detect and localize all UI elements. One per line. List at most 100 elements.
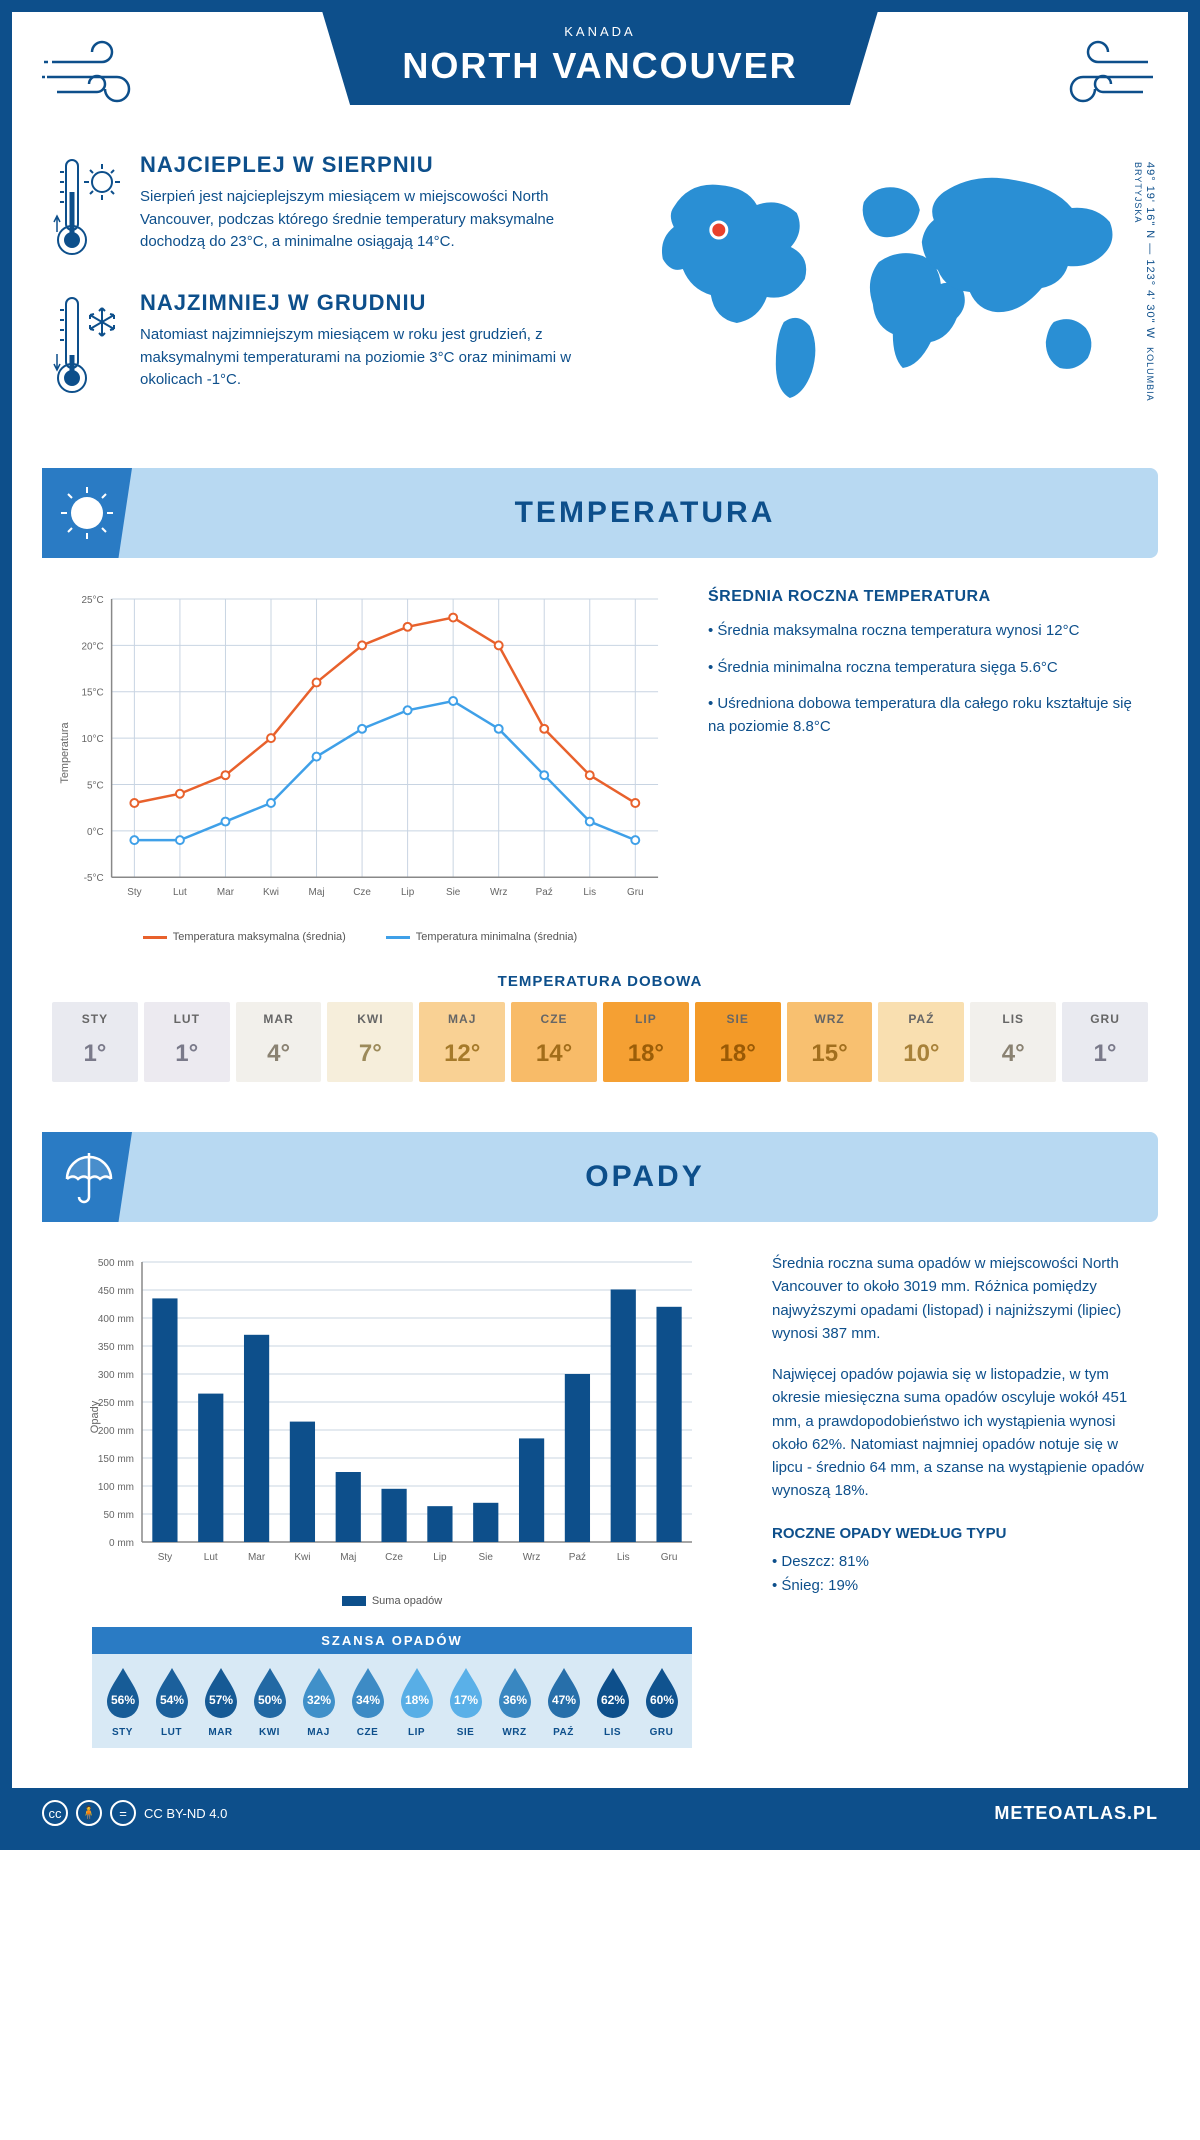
temp-bullet-0: • Średnia maksymalna roczna temperatura … — [708, 620, 1148, 643]
svg-text:60%: 60% — [649, 1693, 673, 1707]
footer-brand: METEOATLAS.PL — [994, 1803, 1158, 1824]
dobowa-title: TEMPERATURA DOBOWA — [12, 973, 1188, 990]
rain-drop-cell: 62% LIS — [590, 1666, 635, 1738]
nd-icon: = — [110, 1800, 136, 1826]
coldest-text: Natomiast najzimniejszym miesiącem w rok… — [140, 324, 610, 392]
svg-text:36%: 36% — [502, 1693, 526, 1707]
svg-text:Lut: Lut — [173, 887, 187, 898]
section-header-opady: OPADY — [42, 1132, 1158, 1222]
license-text: CC BY-ND 4.0 — [144, 1806, 227, 1821]
infographic-page: NORTH VANCOUVER KANADA — [0, 0, 1200, 1850]
intro-left: NAJCIEPLEJ W SIERPNIU Sierpień jest najc… — [52, 152, 610, 428]
svg-text:25°C: 25°C — [81, 595, 103, 606]
svg-text:Lis: Lis — [583, 887, 596, 898]
coldest-title: NAJZIMNIEJ W GRUDNIU — [140, 290, 610, 316]
thermometer-sun-icon — [52, 152, 122, 262]
rain-drop-cell: 57% MAR — [198, 1666, 243, 1738]
dobowa-cell: MAR4° — [236, 1002, 322, 1082]
header: NORTH VANCOUVER KANADA — [12, 12, 1188, 122]
temperature-chart: -5°C0°C5°C10°C15°C20°C25°CStyLutMarKwiMa… — [52, 588, 668, 943]
dobowa-cell: WRZ15° — [787, 1002, 873, 1082]
svg-text:Sie: Sie — [446, 887, 461, 898]
opady-bullet-0: • Deszcz: 81% — [772, 1550, 1148, 1574]
section-title-temperatura: TEMPERATURA — [132, 496, 1158, 530]
sun-icon — [42, 468, 132, 558]
svg-text:Opady: Opady — [89, 1400, 101, 1433]
chance-of-rain-box: SZANSA OPADÓW 56% STY 54% LUT 57% MAR 50… — [92, 1627, 692, 1748]
svg-text:57%: 57% — [208, 1693, 232, 1707]
svg-text:300 mm: 300 mm — [98, 1370, 134, 1381]
dobowa-cell: MAJ12° — [419, 1002, 505, 1082]
dobowa-cell: PAŹ10° — [878, 1002, 964, 1082]
footer: cc 🧍 = CC BY-ND 4.0 METEOATLAS.PL — [12, 1788, 1188, 1838]
license-icons: cc 🧍 = CC BY-ND 4.0 — [42, 1800, 227, 1826]
wind-icon-left — [42, 32, 162, 112]
svg-text:17%: 17% — [453, 1693, 477, 1707]
svg-text:Cze: Cze — [385, 1552, 403, 1563]
dobowa-cell: LIS4° — [970, 1002, 1056, 1082]
svg-text:20°C: 20°C — [81, 641, 103, 652]
svg-text:Wrz: Wrz — [490, 887, 507, 898]
svg-text:Mar: Mar — [217, 887, 235, 898]
svg-text:Sie: Sie — [479, 1552, 494, 1563]
precipitation-chart: 0 mm50 mm100 mm150 mm200 mm250 mm300 mm3… — [52, 1252, 732, 1748]
dobowa-cell: KWI7° — [327, 1002, 413, 1082]
szansa-body: 56% STY 54% LUT 57% MAR 50% KWI 32% MAJ — [92, 1654, 692, 1748]
svg-text:Lut: Lut — [204, 1552, 218, 1563]
szansa-title: SZANSA OPADÓW — [92, 1627, 692, 1654]
dobowa-cell: CZE14° — [511, 1002, 597, 1082]
svg-text:Cze: Cze — [353, 887, 371, 898]
dobowa-cell: STY1° — [52, 1002, 138, 1082]
svg-text:Maj: Maj — [340, 1552, 356, 1563]
rain-drop-cell: 32% MAJ — [296, 1666, 341, 1738]
svg-text:Gru: Gru — [661, 1552, 678, 1563]
svg-text:Lip: Lip — [401, 887, 415, 898]
dobowa-cell: GRU1° — [1062, 1002, 1148, 1082]
section-title-opady: OPADY — [132, 1160, 1158, 1194]
svg-text:Lip: Lip — [433, 1552, 447, 1563]
opady-p2: Najwięcej opadów pojawia się w listopadz… — [772, 1363, 1148, 1503]
rain-drop-cell: 54% LUT — [149, 1666, 194, 1738]
opady-bullet-1: • Śnieg: 19% — [772, 1574, 1148, 1598]
svg-text:350 mm: 350 mm — [98, 1342, 134, 1353]
svg-text:50 mm: 50 mm — [103, 1510, 134, 1521]
svg-text:Kwi: Kwi — [294, 1552, 310, 1563]
svg-text:250 mm: 250 mm — [98, 1398, 134, 1409]
svg-text:-5°C: -5°C — [84, 873, 104, 884]
svg-text:62%: 62% — [600, 1693, 624, 1707]
svg-text:0°C: 0°C — [87, 827, 104, 838]
warmest-text: Sierpień jest najcieplejszym miesiącem w… — [140, 186, 610, 254]
temp-legend: Temperatura maksymalna (średnia) Tempera… — [52, 931, 668, 943]
svg-text:34%: 34% — [355, 1693, 379, 1707]
svg-text:56%: 56% — [110, 1693, 134, 1707]
temp-bullet-1: • Średnia minimalna roczna temperatura s… — [708, 657, 1148, 680]
coldest-block: NAJZIMNIEJ W GRUDNIU Natomiast najzimnie… — [52, 290, 610, 400]
svg-text:32%: 32% — [306, 1693, 330, 1707]
rain-drop-cell: 18% LIP — [394, 1666, 439, 1738]
world-map — [640, 152, 1148, 412]
dobowa-cell: LUT1° — [144, 1002, 230, 1082]
svg-text:Temperatura: Temperatura — [59, 721, 71, 783]
svg-text:500 mm: 500 mm — [98, 1258, 134, 1269]
warmest-title: NAJCIEPLEJ W SIERPNIU — [140, 152, 610, 178]
svg-text:10°C: 10°C — [81, 734, 103, 745]
umbrella-icon — [42, 1132, 132, 1222]
by-icon: 🧍 — [76, 1800, 102, 1826]
svg-text:54%: 54% — [159, 1693, 183, 1707]
svg-text:50%: 50% — [257, 1693, 281, 1707]
temperature-section: -5°C0°C5°C10°C15°C20°C25°CStyLutMarKwiMa… — [12, 558, 1188, 953]
svg-text:0 mm: 0 mm — [109, 1538, 134, 1549]
svg-text:Kwi: Kwi — [263, 887, 279, 898]
temp-bullet-2: • Uśredniona dobowa temperatura dla całe… — [708, 693, 1148, 738]
svg-text:100 mm: 100 mm — [98, 1482, 134, 1493]
temp-aside-title: ŚREDNIA ROCZNA TEMPERATURA — [708, 588, 1148, 606]
precipitation-aside: Średnia roczna suma opadów w miejscowośc… — [772, 1252, 1148, 1748]
opady-p1: Średnia roczna suma opadów w miejscowośc… — [772, 1252, 1148, 1345]
svg-text:Lis: Lis — [617, 1552, 630, 1563]
precipitation-section: 0 mm50 mm100 mm150 mm200 mm250 mm300 mm3… — [12, 1222, 1188, 1758]
temperature-aside: ŚREDNIA ROCZNA TEMPERATURA • Średnia mak… — [708, 588, 1148, 943]
city-title: NORTH VANCOUVER — [402, 45, 797, 87]
svg-text:Paź: Paź — [536, 887, 553, 898]
svg-text:Mar: Mar — [248, 1552, 266, 1563]
svg-text:Sty: Sty — [158, 1552, 172, 1563]
